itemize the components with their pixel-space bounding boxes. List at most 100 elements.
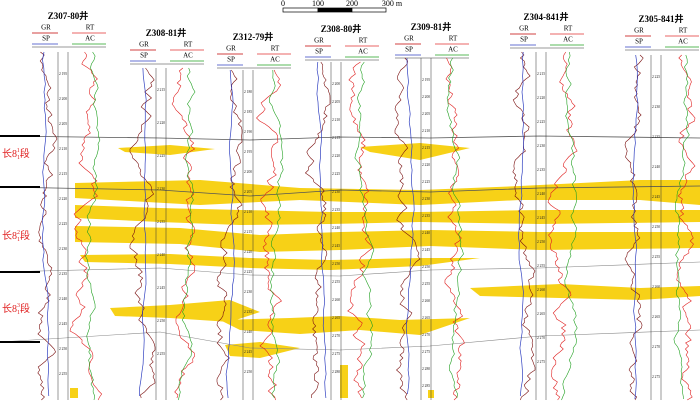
depth-label: 2 245 — [652, 195, 660, 199]
curve-label: RT — [86, 24, 95, 32]
curve-label: RT — [359, 37, 368, 45]
depth-label: 2 275 — [422, 350, 430, 354]
interval-sup: 1 — [17, 148, 20, 154]
depth-label: 2 260 — [652, 285, 660, 289]
interval-base: 长8 — [2, 148, 17, 160]
log-curve — [41, 51, 50, 397]
curve-label: AC — [183, 52, 193, 60]
depth-label: 2 265 — [537, 312, 545, 316]
well-name: Z312-79井 — [233, 31, 274, 42]
depth-label: 2 235 — [652, 135, 660, 139]
depth-label: 2 230 — [332, 190, 340, 194]
depth-label: 2 220 — [157, 121, 165, 125]
curve-label: GR — [634, 27, 644, 35]
interval-suffix: 段 — [20, 229, 30, 242]
depth-label: 2 265 — [652, 315, 660, 319]
well: Z304-841井 GR RT SP AC 2 215 2 220 2 225 2 230 2 2… — [510, 11, 584, 401]
log-curve — [269, 69, 284, 399]
log-curve — [316, 61, 327, 399]
depth-label: 2 195 — [422, 78, 430, 82]
sand-body — [75, 205, 700, 225]
depth-label: 2 265 — [422, 316, 430, 320]
depth-label: 2 260 — [422, 299, 430, 303]
depth-label: 2 225 — [537, 120, 545, 124]
well: Z308-81井 GR RT SP AC 2 215 2 220 2 225 2 230 2 23… — [129, 27, 204, 401]
log-curve — [256, 69, 282, 401]
depth-label: 2 240 — [332, 226, 340, 230]
depth-label: 2 220 — [244, 250, 252, 254]
depth-label: 2 215 — [157, 88, 165, 92]
interval-sub: 1 — [17, 155, 20, 161]
curve-label: GR — [314, 37, 324, 45]
depth-label: 2 265 — [332, 316, 340, 320]
log-curve — [304, 61, 331, 398]
depth-label: 2 200 — [332, 82, 340, 86]
well: Z308-80井 GR RT SP AC 2 200 2 205 2 210 2 215 2 22… — [304, 23, 379, 400]
depth-label: 2 255 — [332, 280, 340, 284]
depth-label: 2 205 — [332, 100, 340, 104]
depth-label: 2 245 — [59, 322, 67, 326]
depth-label: 2 225 — [244, 270, 252, 274]
depth-label: 2 215 — [244, 230, 252, 234]
log-curve — [446, 57, 464, 399]
well: Z312-79井 GR RT SP AC 2 180 2 185 2 190 2 195 2 20… — [216, 31, 291, 401]
depth-label: 2 255 — [157, 352, 165, 356]
curve-label: GR — [404, 35, 414, 43]
curve-label: AC — [85, 35, 95, 43]
well: Z307-80井 GR RT SP AC 2 195 2 200 2 205 2 210 2 21… — [32, 10, 106, 401]
depth-label: 2 220 — [537, 96, 545, 100]
depth-label: 2 270 — [422, 333, 430, 337]
depth-label: 2 215 — [59, 172, 67, 176]
depth-label: 2 260 — [537, 288, 545, 292]
depth-label: 2 250 — [652, 225, 660, 229]
depth-label: 2 220 — [332, 154, 340, 158]
depth-label: 2 220 — [59, 197, 67, 201]
depth-label: 2 250 — [537, 240, 545, 244]
depth-label: 2 225 — [332, 172, 340, 176]
boundary-line — [0, 261, 700, 277]
interval-sup: 3 — [17, 303, 20, 309]
depth-label: 2 215 — [422, 146, 430, 150]
depth-label: 2 200 — [244, 170, 252, 174]
depth-label: 2 255 — [537, 264, 545, 268]
scale-label: 0 — [281, 0, 285, 8]
depth-label: 2 230 — [422, 197, 430, 201]
depth-label: 2 240 — [422, 231, 430, 235]
curve-label: SP — [635, 38, 643, 46]
sand-body — [360, 143, 470, 160]
curve-label: GR — [519, 25, 529, 33]
well: Z305-841井 GR RT SP AC 2 225 2 230 2 235 2 240 2 2… — [624, 13, 699, 401]
depth-label: 2 185 — [244, 110, 252, 114]
curve-label: SP — [140, 52, 148, 60]
log-curve — [405, 57, 415, 395]
depth-label: 2 230 — [652, 105, 660, 109]
depth-label: 2 240 — [244, 330, 252, 334]
depth-label: 2 225 — [157, 154, 165, 158]
depth-label: 2 225 — [422, 180, 430, 184]
curve-label: SP — [227, 56, 235, 64]
boundary-line — [0, 329, 700, 351]
curve-label: RT — [271, 45, 280, 53]
well-name: Z304-841井 — [523, 11, 568, 22]
depth-label: 2 205 — [59, 122, 67, 126]
interval-label: 长813段 — [2, 302, 30, 316]
curve-label: SP — [42, 35, 50, 43]
depth-label: 2 240 — [652, 165, 660, 169]
depth-label: 2 210 — [422, 129, 430, 133]
depth-label: 2 280 — [422, 367, 430, 371]
log-curve — [512, 51, 536, 401]
depth-label: 2 200 — [59, 97, 67, 101]
interval-suffix: 段 — [20, 147, 30, 160]
log-curve — [129, 67, 156, 399]
depth-label: 2 230 — [537, 144, 545, 148]
log-curve — [444, 57, 465, 401]
depth-label: 2 255 — [59, 372, 67, 376]
curve-label: SP — [520, 36, 528, 44]
curve-label: AC — [563, 36, 573, 44]
log-curve — [139, 67, 147, 396]
depth-label: 2 260 — [332, 298, 340, 302]
curve-label: GR — [41, 24, 51, 32]
depth-label: 2 230 — [244, 290, 252, 294]
sand-body — [225, 342, 300, 358]
depth-label: 2 270 — [537, 336, 545, 340]
